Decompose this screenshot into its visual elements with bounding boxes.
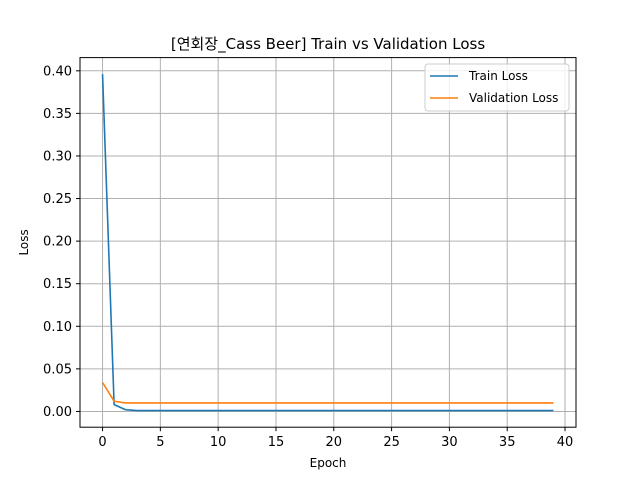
series-lines: [101, 74, 554, 412]
legend-box: [424, 63, 570, 112]
x-axis-label: Epoch: [310, 456, 347, 470]
x-tick-label: 0: [98, 435, 106, 450]
y-tick-label: 0.05: [43, 362, 72, 377]
y-tick-label: 0.30: [43, 149, 72, 164]
x-tick-label: 35: [499, 435, 516, 450]
y-tick-label: 0.00: [43, 405, 72, 420]
legend-label-validation-loss: Validation Loss: [469, 91, 558, 105]
x-tick-label: 5: [156, 435, 164, 450]
y-axis-label: Loss: [17, 229, 31, 255]
x-tick-label: 15: [268, 435, 285, 450]
y-tick-label: 0.15: [43, 277, 72, 292]
validation-loss-line: [101, 382, 554, 404]
y-tick-label: 0.35: [43, 107, 72, 122]
legend: Train Loss Validation Loss: [424, 63, 570, 112]
x-tick-label: 25: [383, 435, 400, 450]
ticks: 0 5 10 15 20 25 30 35 40 0.00 0.05 0.10 0.15 0.20 0.25…: [43, 64, 573, 450]
chart-title: [연회장_Cass Beer] Train vs Validation Loss: [171, 35, 485, 54]
y-tick-label: 0.20: [43, 235, 72, 250]
x-tick-label: 40: [557, 435, 574, 450]
grid: [80, 57, 576, 428]
y-tick-label: 0.40: [43, 64, 72, 79]
y-tick-label: 0.25: [43, 192, 72, 207]
x-tick-label: 30: [441, 435, 458, 450]
y-tick-label: 0.10: [43, 320, 72, 335]
legend-label-train-loss: Train Loss: [468, 69, 528, 83]
plot-area-frame: [79, 57, 577, 428]
train-loss-line: [101, 74, 554, 412]
x-tick-label: 20: [326, 435, 343, 450]
x-tick-label: 10: [210, 435, 227, 450]
